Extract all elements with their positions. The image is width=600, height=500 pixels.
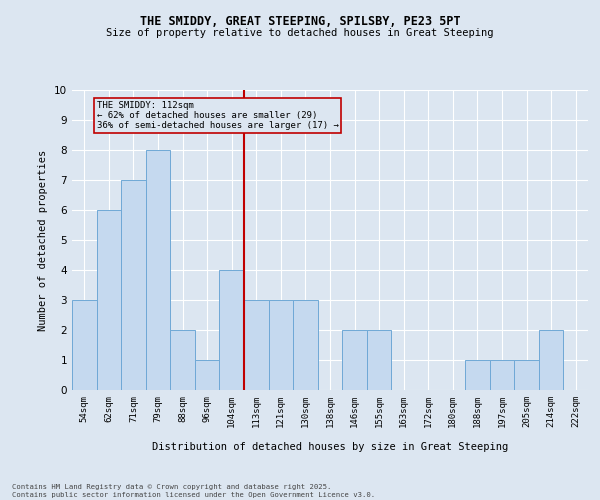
Bar bbox=[195, 360, 220, 390]
Text: Size of property relative to detached houses in Great Steeping: Size of property relative to detached ho… bbox=[106, 28, 494, 38]
Text: THE SMIDDY: 112sqm
← 62% of detached houses are smaller (29)
36% of semi-detache: THE SMIDDY: 112sqm ← 62% of detached hou… bbox=[97, 100, 338, 130]
Bar bbox=[146, 150, 170, 390]
Bar bbox=[97, 210, 121, 390]
Bar bbox=[121, 180, 146, 390]
Bar bbox=[244, 300, 269, 390]
Text: Contains HM Land Registry data © Crown copyright and database right 2025.
Contai: Contains HM Land Registry data © Crown c… bbox=[12, 484, 375, 498]
Bar bbox=[367, 330, 391, 390]
Bar bbox=[269, 300, 293, 390]
Bar bbox=[220, 270, 244, 390]
Bar bbox=[293, 300, 318, 390]
Bar bbox=[170, 330, 195, 390]
Bar bbox=[72, 300, 97, 390]
Y-axis label: Number of detached properties: Number of detached properties bbox=[38, 150, 49, 330]
Bar bbox=[539, 330, 563, 390]
Bar bbox=[490, 360, 514, 390]
Bar bbox=[514, 360, 539, 390]
Bar bbox=[342, 330, 367, 390]
Text: THE SMIDDY, GREAT STEEPING, SPILSBY, PE23 5PT: THE SMIDDY, GREAT STEEPING, SPILSBY, PE2… bbox=[140, 15, 460, 28]
Text: Distribution of detached houses by size in Great Steeping: Distribution of detached houses by size … bbox=[152, 442, 508, 452]
Bar bbox=[465, 360, 490, 390]
